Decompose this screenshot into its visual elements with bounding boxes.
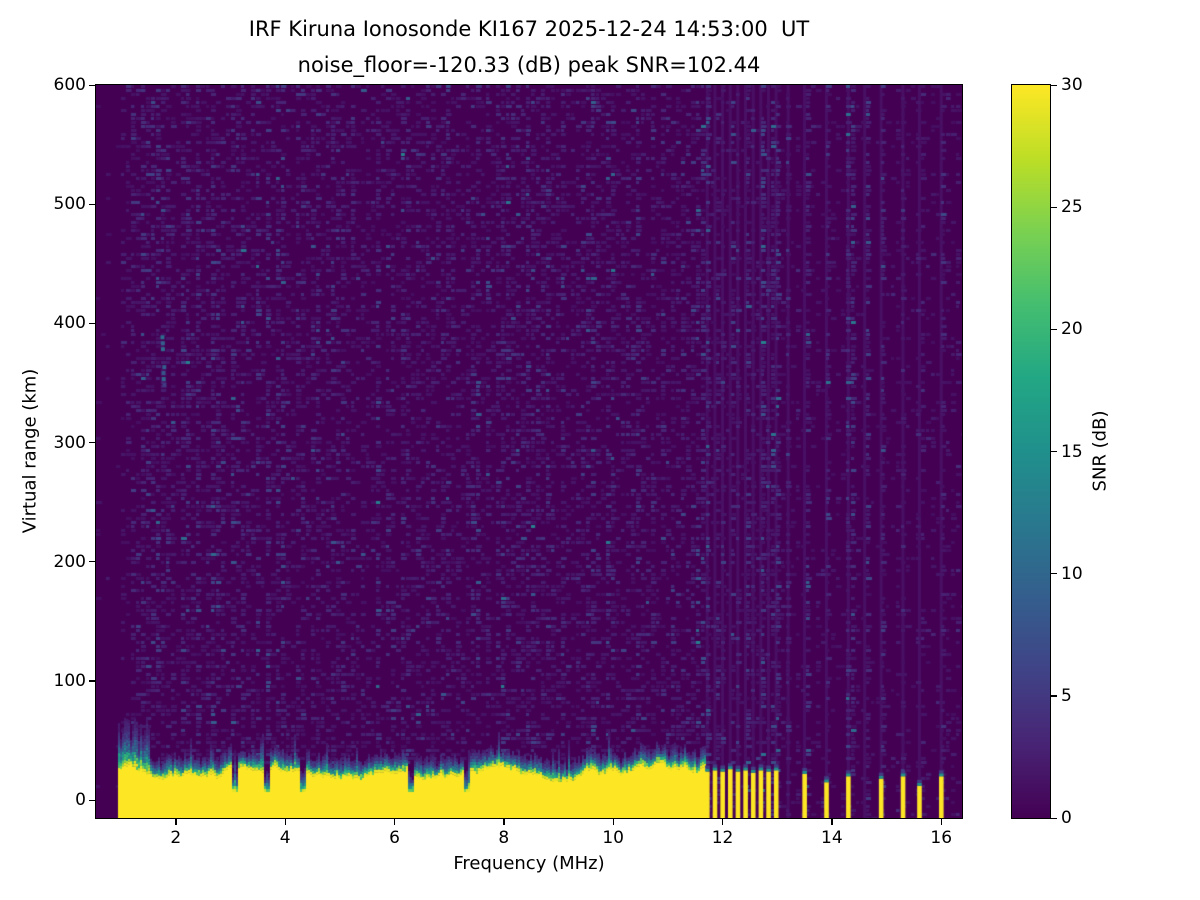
x-tick-mark (831, 819, 833, 825)
x-tick-mark (940, 819, 942, 825)
colorbar-tick-mark (1051, 328, 1057, 331)
x-tick-label: 12 (711, 828, 734, 848)
y-tick-label: 500 (53, 194, 86, 215)
x-tick-label: 2 (170, 828, 182, 848)
y-tick-label: 200 (53, 551, 86, 572)
heatmap-canvas (96, 85, 962, 818)
x-tick-mark (503, 819, 505, 825)
y-tick-label: 400 (53, 313, 86, 334)
colorbar-tick-label: 25 (1061, 197, 1083, 218)
x-tick-mark (612, 819, 614, 825)
y-tick-mark (89, 561, 95, 563)
y-tick-mark (89, 680, 95, 682)
heatmap-plot-area (95, 84, 963, 819)
colorbar-canvas (1012, 85, 1050, 818)
y-tick-mark (89, 322, 95, 325)
colorbar-tick-mark (1051, 84, 1057, 86)
colorbar-tick-label: 5 (1061, 685, 1072, 706)
colorbar-tick-mark (1051, 206, 1057, 208)
chart-title-line1: IRF Kiruna Ionosonde KI167 2025-12-24 14… (248, 17, 810, 41)
x-tick-label: 6 (389, 828, 400, 848)
colorbar-tick-label: 10 (1061, 563, 1083, 584)
y-tick-mark (89, 442, 95, 444)
colorbar-tick-mark (1051, 573, 1057, 575)
x-tick-mark (722, 819, 724, 825)
x-axis-label: Frequency (MHz) (453, 853, 605, 874)
x-tick-label: 16 (930, 828, 953, 848)
y-tick-label: 300 (53, 432, 86, 453)
x-tick-mark (284, 819, 286, 825)
y-tick-mark (89, 84, 95, 86)
colorbar-tick-label: 15 (1061, 441, 1083, 462)
x-tick-mark (394, 819, 396, 825)
x-tick-mark (175, 819, 177, 825)
y-tick-mark (89, 203, 95, 205)
x-tick-label: 14 (821, 828, 843, 848)
colorbar-tick-label: 20 (1061, 319, 1083, 340)
chart-title-line2: noise_floor=-120.33 (dB) peak SNR=102.44 (297, 53, 761, 77)
y-tick-mark (89, 799, 95, 801)
colorbar (1011, 84, 1051, 819)
colorbar-tick-mark (1051, 817, 1057, 819)
x-tick-label: 8 (498, 828, 510, 848)
y-tick-label: 0 (75, 790, 86, 811)
x-tick-label: 4 (279, 828, 291, 848)
colorbar-tick-mark (1051, 451, 1057, 453)
y-tick-label: 600 (53, 75, 86, 95)
y-tick-label: 100 (53, 670, 86, 691)
colorbar-tick-mark (1051, 695, 1057, 697)
x-tick-label: 10 (602, 828, 624, 848)
colorbar-tick-label: 0 (1061, 808, 1072, 828)
colorbar-tick-label: 30 (1061, 75, 1083, 95)
